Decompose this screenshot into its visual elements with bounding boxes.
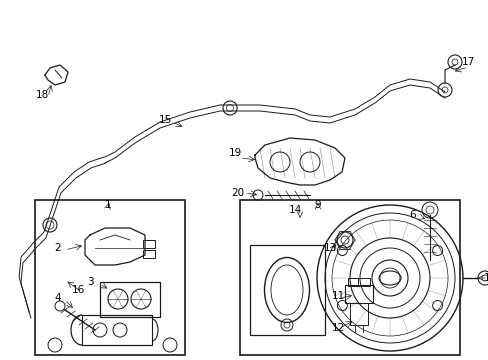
Text: 1: 1 — [104, 200, 111, 210]
Text: 12: 12 — [331, 323, 344, 333]
Bar — [249, 245, 325, 335]
Bar — [82, 315, 152, 345]
Text: 16: 16 — [71, 285, 84, 295]
Text: 6: 6 — [409, 210, 415, 220]
Text: 4: 4 — [55, 293, 61, 303]
Text: 20: 20 — [231, 188, 244, 198]
Text: 15: 15 — [158, 115, 171, 125]
Text: 2: 2 — [55, 243, 61, 253]
Bar — [142, 250, 155, 258]
Bar — [35, 200, 184, 355]
Text: 19: 19 — [228, 148, 241, 158]
Text: 18: 18 — [35, 90, 48, 100]
Bar — [100, 282, 160, 317]
Bar — [142, 240, 155, 248]
Bar — [240, 200, 459, 355]
Bar — [347, 278, 369, 286]
Text: 10: 10 — [483, 273, 488, 283]
Text: 13: 13 — [323, 243, 336, 253]
Text: 17: 17 — [461, 57, 474, 67]
Text: 11: 11 — [331, 291, 344, 301]
Bar — [345, 285, 372, 303]
Text: 9: 9 — [314, 200, 321, 210]
Text: 14: 14 — [288, 205, 301, 215]
Bar — [349, 303, 367, 325]
Text: 3: 3 — [86, 277, 93, 287]
